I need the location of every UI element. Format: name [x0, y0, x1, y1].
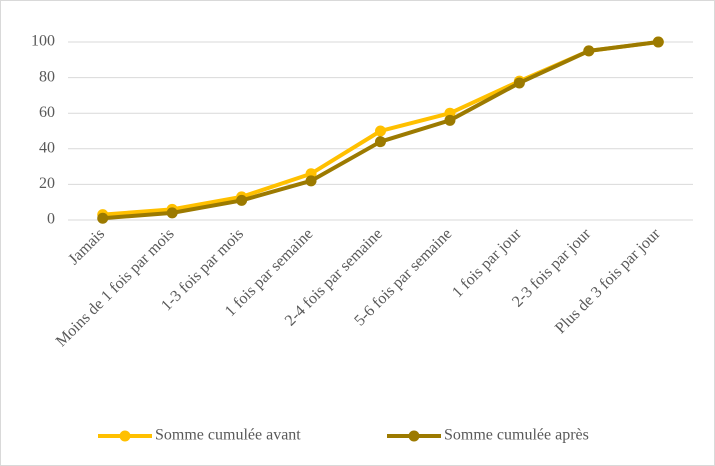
- legend-label: Somme cumulée avant: [155, 427, 301, 444]
- marker: [513, 77, 525, 89]
- y-tick-label: 60: [39, 104, 55, 121]
- marker: [375, 125, 386, 137]
- y-tick-label: 0: [47, 211, 55, 228]
- marker: [166, 207, 178, 219]
- legend-marker: [119, 430, 131, 442]
- marker: [305, 175, 317, 187]
- legend-label: Somme cumulée après: [444, 427, 589, 444]
- marker: [236, 194, 248, 206]
- y-tick-label: 100: [31, 33, 55, 50]
- y-tick-label: 20: [39, 175, 55, 192]
- marker: [375, 136, 386, 148]
- marker: [652, 36, 664, 48]
- y-tick-label: 40: [39, 139, 55, 156]
- marker: [583, 45, 595, 57]
- y-tick-label: 80: [39, 68, 55, 85]
- marker: [444, 114, 456, 126]
- marker: [97, 212, 109, 224]
- legend-marker: [408, 430, 420, 442]
